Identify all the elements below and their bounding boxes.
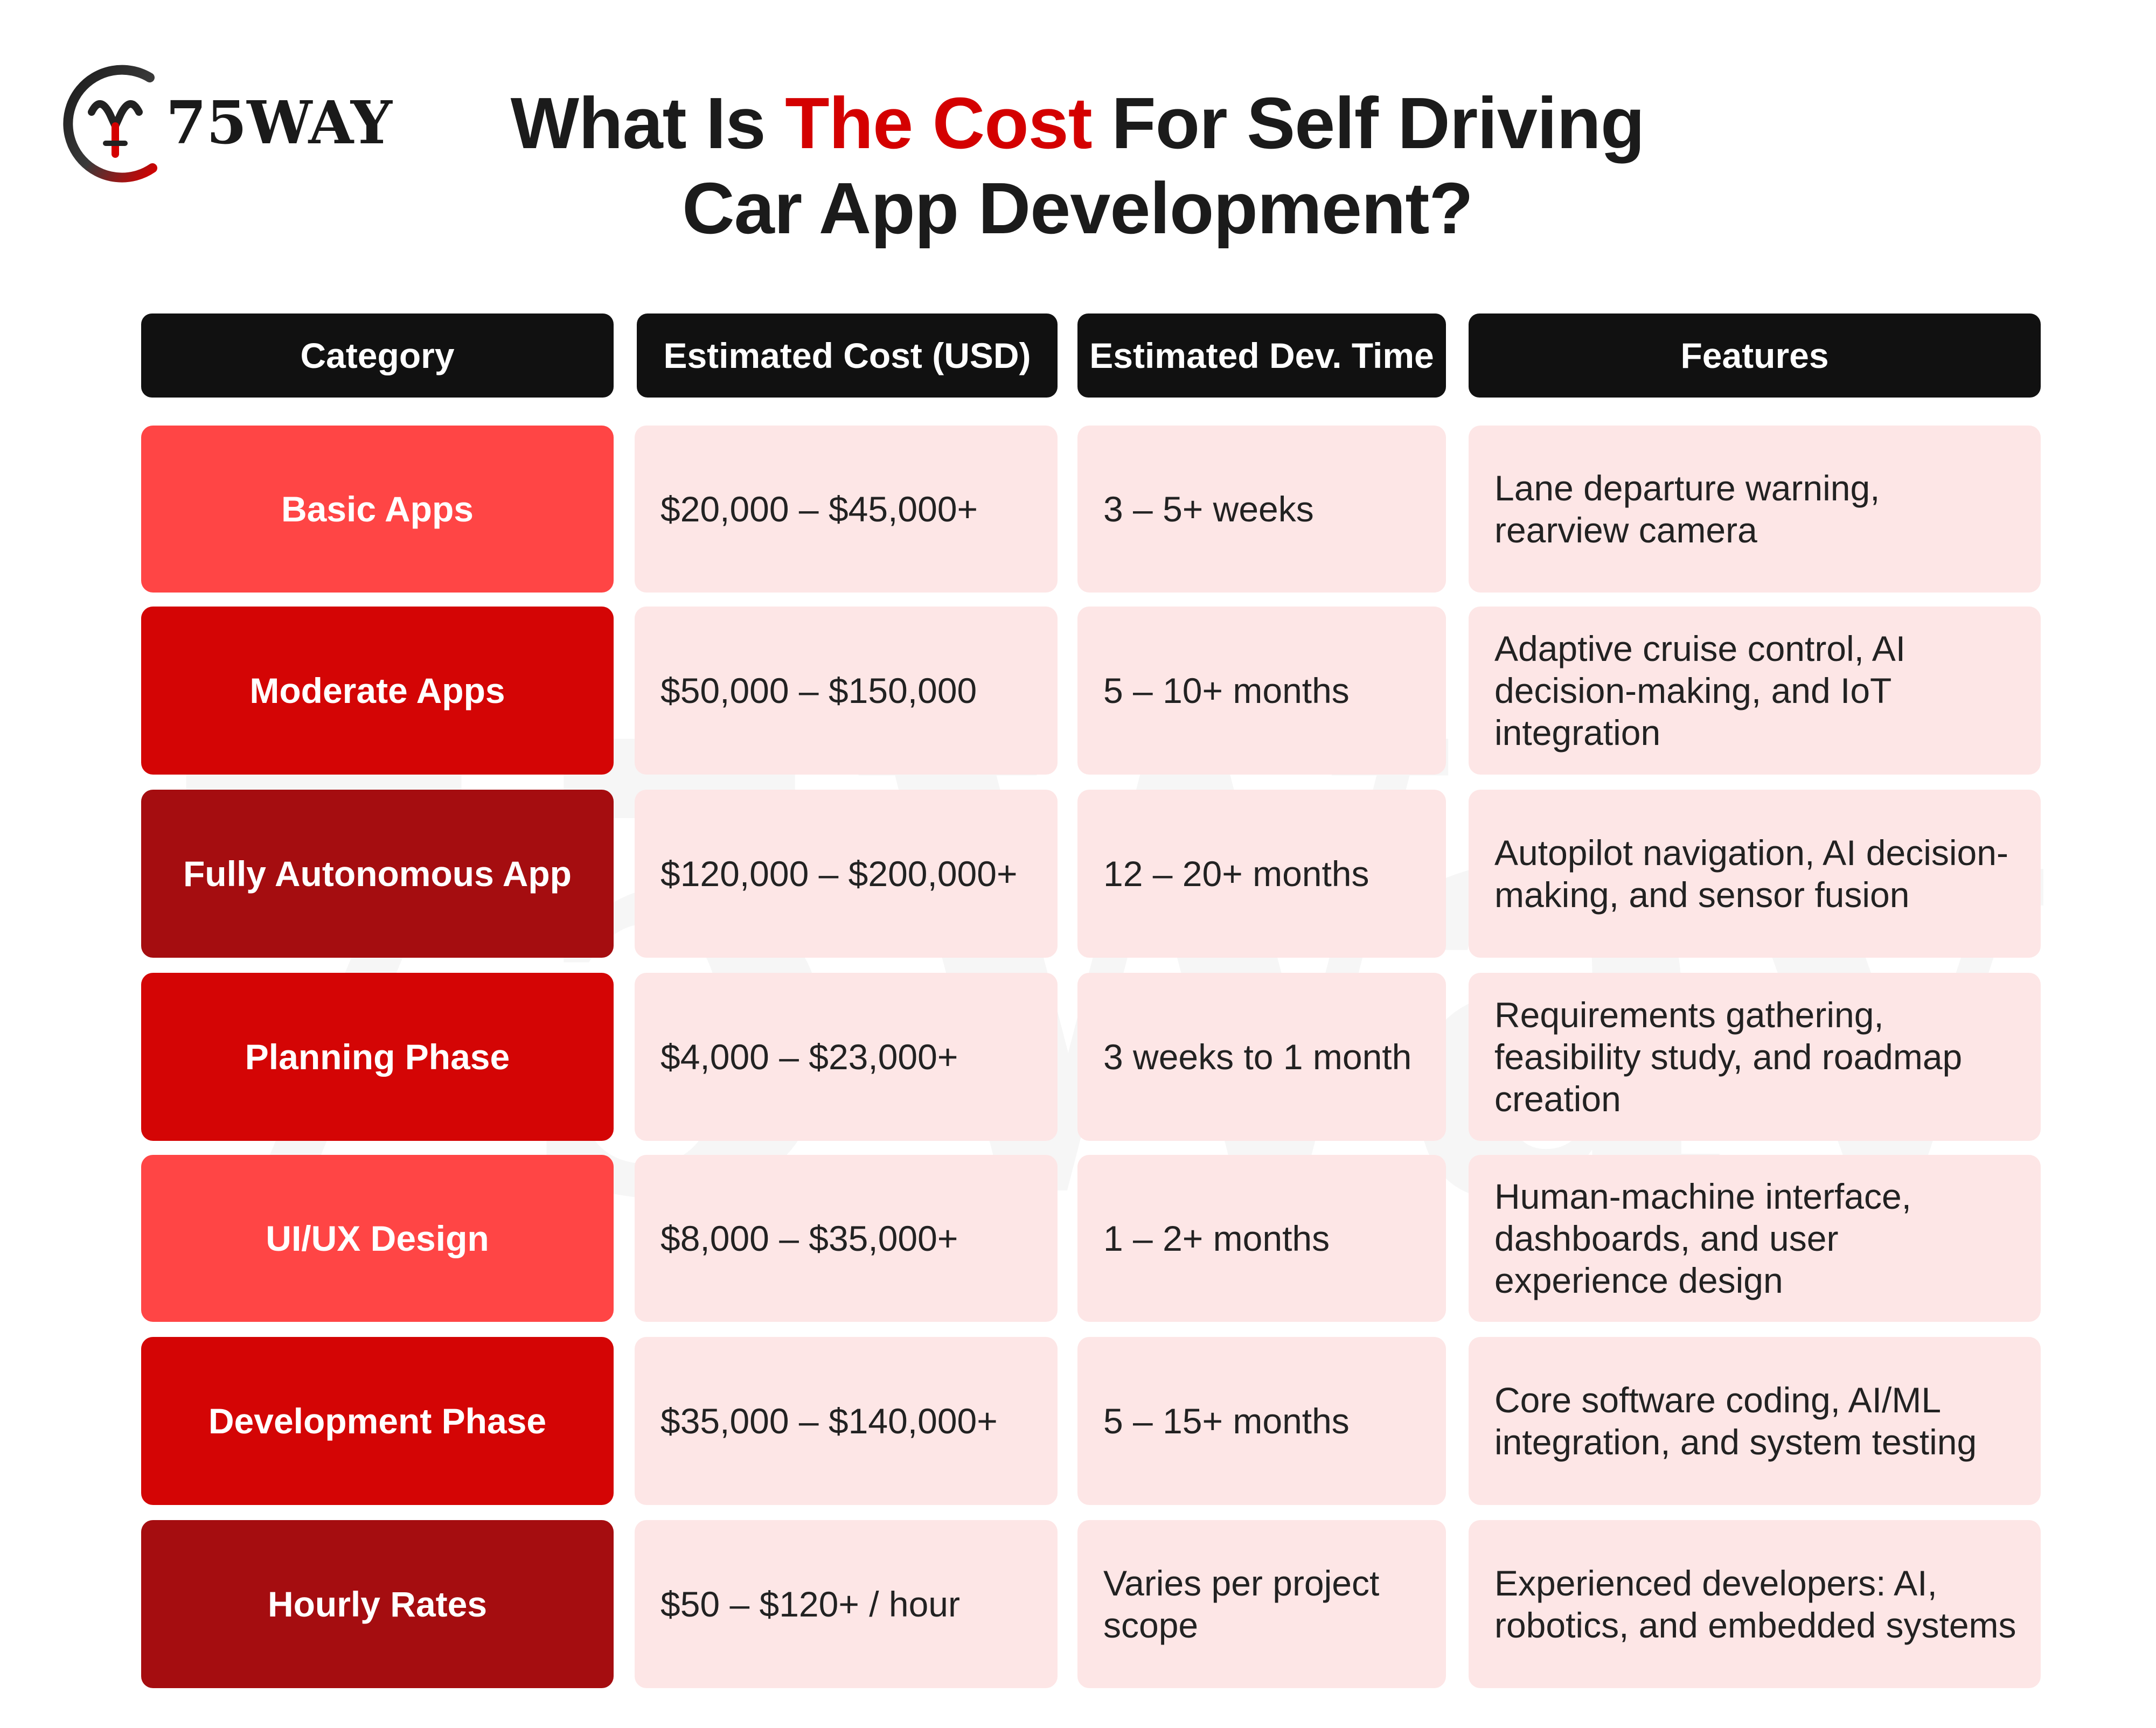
header-cost: Estimated Cost (USD) — [637, 313, 1058, 398]
time-cell: 3 – 5+ weeks — [1077, 426, 1446, 593]
features-cell: Core software coding, AI/ML integration,… — [1469, 1337, 2041, 1505]
cost-cell: $20,000 – $45,000+ — [635, 426, 1058, 593]
category-cell-text: Hourly Rates — [267, 1584, 488, 1624]
category-cell: Moderate Apps — [141, 607, 614, 775]
time-cell: 1 – 2+ months — [1077, 1155, 1446, 1322]
time-cell-text: 1 – 2+ months — [1103, 1218, 1330, 1258]
category-cell: Basic Apps — [141, 426, 614, 593]
features-cell-text: Requirements gathering, feasibility stud… — [1494, 995, 1963, 1119]
time-cell: 3 weeks to 1 month — [1077, 973, 1446, 1141]
time-cell: 5 – 10+ months — [1077, 607, 1446, 775]
category-cell: Development Phase — [141, 1337, 614, 1505]
cost-cell-text: $50,000 – $150,000 — [660, 671, 977, 710]
category-cell: Fully Autonomous App — [141, 790, 614, 958]
features-cell-text: Human-machine interface, dashboards, and… — [1494, 1176, 1912, 1300]
header-time: Estimated Dev. Time — [1077, 313, 1446, 398]
cost-cell: $50,000 – $150,000 — [635, 607, 1058, 775]
logo-wordmark: 75WAY — [166, 88, 393, 157]
category-cell: Planning Phase — [141, 973, 614, 1141]
features-cell: Requirements gathering, feasibility stud… — [1469, 973, 2041, 1141]
cost-cell: $35,000 – $140,000+ — [635, 1337, 1058, 1505]
category-cell: Hourly Rates — [141, 1520, 614, 1688]
category-cell-text: UI/UX Design — [266, 1218, 489, 1258]
time-cell: 12 – 20+ months — [1077, 790, 1446, 958]
cost-cell-text: $50 – $120+ / hour — [660, 1584, 960, 1624]
title-line-2: Car App Development? — [682, 168, 1473, 249]
features-cell: Autopilot navigation, AI decision-making… — [1469, 790, 2041, 958]
features-cell-text: Autopilot navigation, AI decision-making… — [1494, 833, 2008, 915]
category-cell-text: Basic Apps — [281, 489, 474, 529]
category-cell-text: Moderate Apps — [249, 671, 505, 710]
cost-cell-text: $20,000 – $45,000+ — [660, 489, 978, 529]
time-cell-text: 12 – 20+ months — [1103, 854, 1369, 894]
cost-cell: $8,000 – $35,000+ — [635, 1155, 1058, 1322]
cost-cell: $120,000 – $200,000+ — [635, 790, 1058, 958]
features-cell: Human-machine interface, dashboards, and… — [1469, 1155, 2041, 1322]
features-cell-text: Experienced developers: AI, robotics, an… — [1494, 1563, 2016, 1645]
header-category: Category — [141, 313, 614, 398]
time-cell-text: 3 – 5+ weeks — [1103, 489, 1314, 529]
category-cell-text: Planning Phase — [245, 1037, 510, 1077]
title-line-1: What Is The Cost For Self Driving — [510, 82, 1645, 164]
page-title: What Is The Cost For Self Driving Car Ap… — [442, 81, 1713, 251]
brand-logo: 75WAY — [58, 62, 403, 186]
time-cell: Varies per project scope — [1077, 1520, 1446, 1688]
cost-cell-text: $35,000 – $140,000+ — [660, 1401, 998, 1441]
cost-cell-text: $120,000 – $200,000+ — [660, 854, 1018, 894]
category-cell-text: Development Phase — [208, 1401, 547, 1441]
features-cell: Experienced developers: AI, robotics, an… — [1469, 1520, 2041, 1688]
time-cell: 5 – 15+ months — [1077, 1337, 1446, 1505]
category-cell-text: Fully Autonomous App — [183, 854, 572, 894]
time-cell-text: Varies per project scope — [1103, 1563, 1380, 1645]
features-cell-text: Core software coding, AI/ML integration,… — [1494, 1380, 1977, 1462]
title-highlight: The Cost — [785, 82, 1093, 164]
cost-cell: $4,000 – $23,000+ — [635, 973, 1058, 1141]
cost-cell-text: $8,000 – $35,000+ — [660, 1218, 958, 1258]
time-cell-text: 5 – 10+ months — [1103, 671, 1350, 710]
category-cell: UI/UX Design — [141, 1155, 614, 1322]
cost-cell: $50 – $120+ / hour — [635, 1520, 1058, 1688]
features-cell: Lane departure warning, rearview camera — [1469, 426, 2041, 593]
header-features: Features — [1469, 313, 2041, 398]
time-cell-text: 5 – 15+ months — [1103, 1401, 1350, 1441]
time-cell-text: 3 weeks to 1 month — [1103, 1037, 1412, 1077]
features-cell-text: Adaptive cruise control, AI decision-mak… — [1494, 629, 1906, 752]
features-cell-text: Lane departure warning, rearview camera — [1494, 468, 1880, 550]
cost-cell-text: $4,000 – $23,000+ — [660, 1037, 958, 1077]
features-cell: Adaptive cruise control, AI decision-mak… — [1469, 607, 2041, 775]
